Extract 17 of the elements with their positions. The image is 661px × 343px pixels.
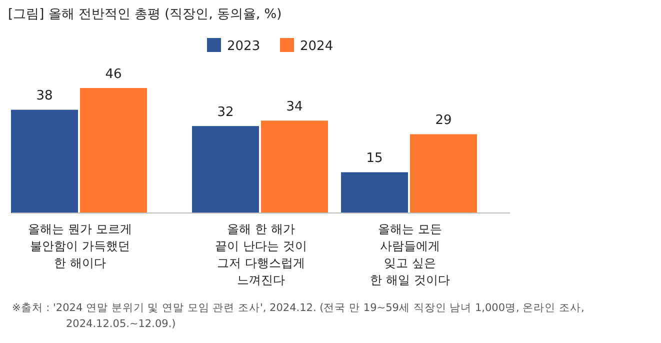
bar	[341, 172, 408, 213]
x-tick-label: 올해 한 해가 끝이 난다는 것이 그저 다행스럽게 느껴진다	[215, 222, 307, 287]
legend-label: 2024	[300, 39, 334, 54]
data-label: 34	[286, 100, 303, 115]
bar	[11, 110, 78, 213]
bar	[410, 134, 477, 213]
chart-title: [그림] 올해 전반적인 총평 (직장인, 동의율, %)	[8, 7, 282, 22]
data-label: 29	[435, 113, 452, 128]
bar	[80, 88, 147, 213]
data-label: 46	[105, 67, 122, 82]
legend-label: 2023	[227, 39, 260, 54]
x-tick-label: 올해는 모든 사람들에게 잊고 싶은 한 해일 것이다	[370, 222, 450, 287]
x-tick-label: 올해는 뭔가 모르게 불안함이 가득했던 한 해이다	[28, 222, 132, 270]
text: ※출처 : '2024 연말 분위기 및 연말 모임 관련 조사', 2024.12. (전국 만 19~59세 직장인 남녀 1,000명, 온라인 조사, 2024.12.05.~12.09.)	[12, 301, 586, 332]
data-label: 38	[36, 88, 53, 104]
data-label: 32	[217, 105, 234, 120]
data-label: 15	[366, 151, 383, 166]
